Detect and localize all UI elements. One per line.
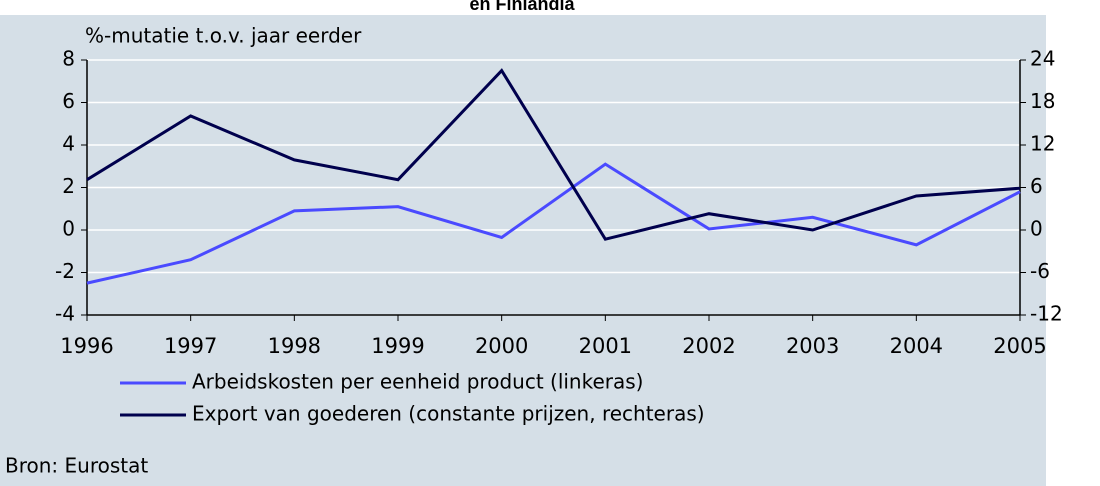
y-tick-label: 6	[62, 89, 75, 113]
x-tick-label: 1999	[371, 334, 424, 358]
y-tick-label: 2	[62, 174, 75, 198]
chart-title: en Finlandia	[469, 0, 575, 14]
legend-label: Arbeidskosten per eenheid product (linke…	[192, 370, 643, 394]
x-tick-label: 1996	[60, 334, 113, 358]
y-tick-label: 8	[62, 47, 75, 71]
x-tick-label: 2002	[682, 334, 735, 358]
x-tick-label: 2005	[993, 334, 1046, 358]
y-tick-label: -4	[55, 302, 75, 326]
y-axis-label: %-mutatie t.o.v. jaar eerder	[85, 24, 362, 48]
series-line	[86, 68, 1021, 241]
source: Bron: Eurostat	[5, 454, 148, 478]
x-tick-label: 2003	[786, 334, 839, 358]
x-tick-label: 2000	[475, 334, 528, 358]
x-tick-label: 2004	[890, 334, 943, 358]
y2-tick-label: 0	[1030, 217, 1043, 241]
x-tick-label: 2001	[579, 334, 632, 358]
y-tick-label: 4	[62, 132, 75, 156]
y2-tick-label: 6	[1030, 174, 1043, 198]
y2-tick-label: 18	[1030, 89, 1055, 113]
y-tick-label: 0	[62, 217, 75, 241]
chart-background	[0, 15, 1046, 486]
y2-tick-label: -6	[1030, 259, 1050, 283]
y2-tick-label: -12	[1030, 302, 1063, 326]
x-tick-label: 1997	[164, 334, 217, 358]
legend-label: Export van goederen (constante prijzen, …	[192, 402, 705, 426]
y-tick-label: -2	[55, 259, 75, 283]
series-line	[86, 162, 1021, 285]
y2-tick-label: 12	[1030, 132, 1055, 156]
y2-tick-label: 24	[1030, 47, 1055, 71]
x-tick-label: 1998	[268, 334, 321, 358]
